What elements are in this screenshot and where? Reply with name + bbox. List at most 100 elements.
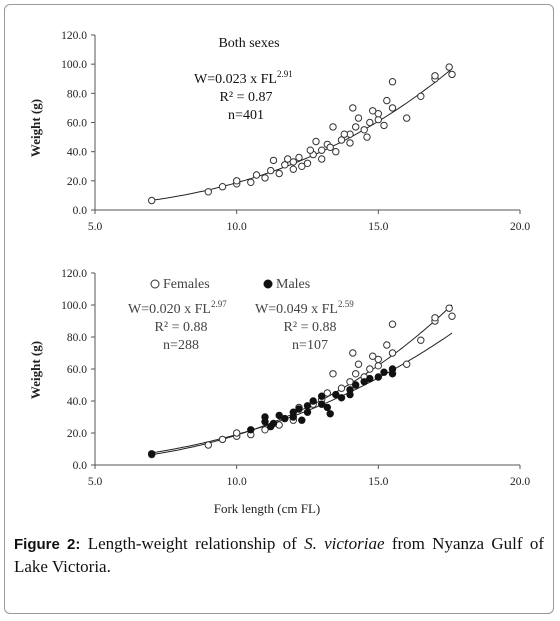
data-point [383,96,391,105]
legend-males-label: Males [276,277,310,292]
x-tick-label: 15.0 [368,221,388,233]
data-point [354,114,363,122]
data-point-male [295,405,303,413]
data-point-male [332,390,340,399]
y-tick-label: 20.0 [67,428,87,440]
data-point [247,178,255,187]
data-point [252,171,261,179]
y-tick-label: 40.0 [67,147,87,159]
n-females: n=288 [163,338,199,353]
r2-males: R² = 0.88 [284,320,337,335]
data-point-male [326,410,334,418]
fit-curve-males [151,332,453,454]
y-tick-label: 60.0 [67,364,87,376]
data-point [281,161,289,169]
data-point-male [318,400,326,408]
y-tick-label: 40.0 [67,396,87,408]
data-point [360,126,368,134]
data-point [388,78,397,86]
y-tick-label: 100.0 [61,300,87,312]
data-point-female [417,336,425,344]
data-point [204,188,213,196]
data-point [332,148,340,156]
data-point-female [329,370,337,378]
data-point-male [388,365,397,373]
data-point [318,146,326,154]
data-point [318,155,326,163]
data-point [298,162,306,171]
data-point-male [318,392,326,400]
data-point [233,177,241,185]
legend-females-label: Females [163,277,210,292]
n-both: n=401 [228,108,264,123]
data-point-female [403,360,411,368]
data-point [340,130,348,138]
data-point-male [374,373,382,381]
data-point [346,139,354,147]
data-point [326,143,334,152]
caption-species: S. victoriae [304,534,385,553]
caption-text-before: Length-weight relationship of [87,534,297,553]
y-tick-label: 20.0 [67,176,87,188]
data-point-female [369,352,377,360]
data-point [267,166,275,175]
data-point [417,92,425,101]
figure-caption: Figure 2: Length-weight relationship of … [14,533,544,578]
y-axis-label: Weight (g) [28,99,43,157]
y-tick-label: 100.0 [61,59,87,71]
data-point [303,159,312,168]
data-point-male [247,426,255,434]
data-point-female [388,320,397,328]
caption-text-after: from Nyanza Gulf of Lake Victoria. [14,534,545,576]
x-tick-label: 10.0 [227,221,247,233]
data-point [312,137,320,146]
data-point-female [445,304,453,312]
data-point-male [303,408,312,416]
data-point-male [148,450,156,458]
data-point [380,121,388,130]
equation-females: W=0.020 x FL2.97 [128,299,227,317]
equation-males: W=0.049 x FL2.59 [255,299,354,317]
data-point [218,183,227,191]
data-point [431,72,439,80]
y-axis-label-2: Weight (g) [28,341,43,399]
data-point [337,136,346,144]
r2-females: R² = 0.88 [155,320,208,335]
data-point-female [366,365,374,373]
data-point-female [346,378,354,386]
data-point-male [275,411,283,420]
data-point-female [352,370,360,378]
data-point [363,133,371,141]
data-point-female [388,349,397,357]
data-point-male [289,413,297,421]
data-point-male [281,414,289,423]
data-point-male [346,390,354,399]
data-point [369,107,377,115]
data-point [403,114,411,122]
x-tick-label: 15.0 [368,476,388,488]
data-point [289,158,297,166]
data-point [366,118,374,127]
data-point [388,104,397,112]
x-axis-label: Fork length (cm FL) [214,501,321,516]
y-tick-label: 0.0 [73,205,88,217]
chart-by-sex: 5.0 10.0 15.0 20.0 0.0 20.0 40.0 60.0 80.0 100.0… [28,268,530,516]
data-point [275,169,283,178]
data-point-male [352,381,360,389]
equation-both: W=0.023 x FL2.91 [194,69,293,87]
data-point-female [448,312,456,320]
data-point-male [380,368,388,376]
data-point-female [431,314,439,322]
data-point [148,196,156,205]
data-point-female [337,384,346,392]
chart-both-sexes: 5.0 10.0 15.0 20.0 0.0 20.0 40.0 60.0 80.0 100.0… [28,30,530,233]
y-tick-label: 120.0 [61,268,87,280]
data-point [284,155,292,163]
n-males: n=107 [292,338,328,353]
data-point [352,123,360,131]
caption-label: Figure 2: [14,536,81,553]
data-point [295,153,303,162]
data-point-female [349,349,357,357]
data-point-male [337,394,346,402]
